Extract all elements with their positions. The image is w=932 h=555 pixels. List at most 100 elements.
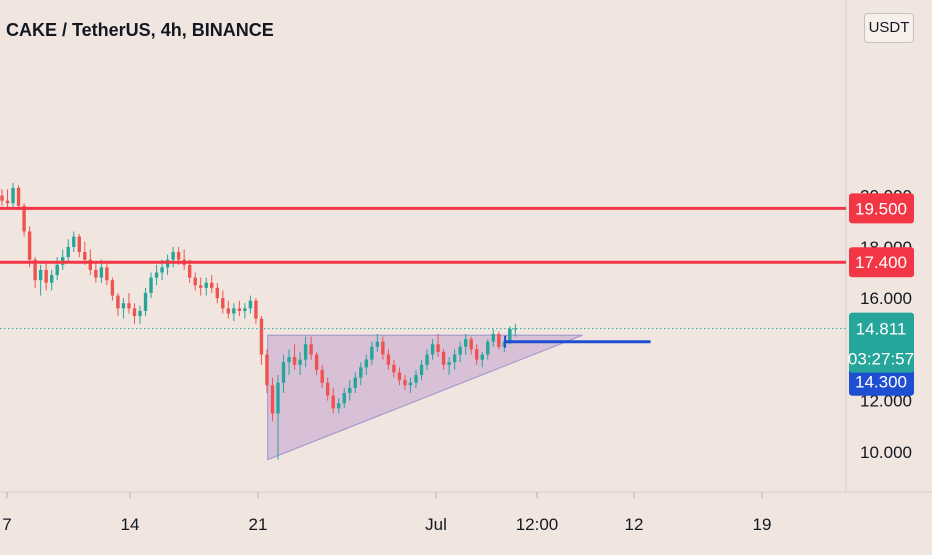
candle — [248, 295, 253, 314]
candle — [320, 364, 324, 388]
candle — [143, 287, 148, 317]
candle — [314, 351, 319, 376]
candle-body — [116, 295, 120, 309]
candle-body — [0, 195, 4, 201]
candle — [276, 375, 280, 460]
candle-body — [237, 308, 242, 311]
candle — [121, 298, 126, 319]
candle-body — [171, 251, 175, 260]
resistance-lower-label: 17.400 — [855, 253, 907, 272]
candle-body — [331, 395, 335, 409]
candle-body — [232, 308, 236, 314]
candle-body — [419, 364, 424, 376]
candle — [486, 339, 490, 360]
countdown-label: 03:27:57 — [848, 350, 914, 369]
candle-body — [99, 267, 104, 278]
candle — [11, 182, 15, 208]
candle — [55, 257, 59, 281]
candle-body — [408, 382, 413, 386]
symbol-title[interactable]: CAKE / TetherUS, 4h, BINANCE — [6, 20, 274, 40]
candle — [359, 362, 363, 386]
horizontal-levels[interactable] — [0, 206, 846, 348]
candle — [61, 249, 65, 270]
price-tick-label: 12.000 — [860, 392, 912, 411]
candle — [66, 239, 70, 263]
candle-body — [452, 354, 457, 363]
resistance-lower-label-bg — [849, 247, 914, 278]
candle-body — [508, 328, 512, 342]
candle — [259, 316, 264, 365]
candle — [392, 359, 396, 378]
candle-body — [513, 328, 518, 330]
candle — [0, 189, 4, 206]
candle-body — [187, 264, 192, 278]
candle — [94, 262, 98, 283]
candle — [149, 272, 153, 299]
price-tick-label: 16.000 — [860, 289, 912, 308]
candle-body — [353, 377, 357, 388]
time-tick-label: 12 — [625, 515, 644, 534]
candle-body — [497, 334, 501, 347]
candle-body — [143, 292, 148, 311]
candle-body — [22, 205, 26, 232]
candle — [215, 282, 219, 304]
support-label: 14.300 — [855, 373, 907, 392]
candle-body — [38, 269, 43, 281]
candle — [348, 380, 352, 401]
candle — [447, 357, 451, 376]
candle — [204, 277, 208, 296]
candle — [116, 292, 120, 317]
candle-body — [193, 277, 197, 286]
candle — [165, 254, 170, 276]
time-axis[interactable]: 7 14 21 Jul 12:00 12 19 — [2, 492, 771, 534]
candle — [182, 249, 186, 270]
candle-body — [430, 344, 435, 355]
candle — [292, 344, 297, 370]
candle — [16, 185, 21, 210]
candle — [254, 298, 258, 324]
candle — [436, 334, 440, 358]
candle-body — [11, 187, 15, 204]
candle-body — [16, 187, 21, 206]
candle — [44, 262, 48, 291]
candle — [458, 341, 462, 363]
candle-body — [320, 369, 324, 383]
time-tick-label: 14 — [121, 515, 140, 534]
ascending-triangle[interactable] — [267, 334, 583, 461]
candle-body — [55, 264, 59, 276]
candle-body — [381, 341, 385, 355]
candle-body — [491, 334, 495, 342]
candle — [281, 354, 286, 393]
candle-body — [325, 382, 330, 396]
candle-body — [27, 231, 32, 260]
candle — [353, 372, 357, 393]
candle — [480, 351, 484, 368]
candle — [110, 277, 115, 301]
candle — [381, 336, 385, 360]
candle-body — [149, 277, 153, 293]
currency-button[interactable]: USDT — [864, 13, 914, 43]
candle — [226, 300, 231, 319]
resistance-upper-label: 19.500 — [855, 199, 907, 218]
candle-body — [436, 344, 440, 352]
candle — [342, 387, 346, 409]
candle-body — [49, 275, 54, 283]
candle-body — [281, 362, 286, 383]
candle — [105, 262, 109, 286]
candle — [49, 269, 54, 291]
candle — [77, 234, 81, 258]
candle-body — [414, 375, 418, 383]
candle-body — [44, 269, 48, 283]
candle — [452, 349, 457, 370]
candle-body — [303, 344, 308, 360]
candle — [325, 377, 330, 401]
candle-body — [386, 354, 391, 365]
candle — [171, 246, 175, 268]
candle — [475, 344, 479, 365]
candle — [127, 292, 131, 314]
support-label-bg — [849, 367, 914, 396]
candle — [364, 354, 369, 376]
candle-body — [221, 298, 225, 309]
